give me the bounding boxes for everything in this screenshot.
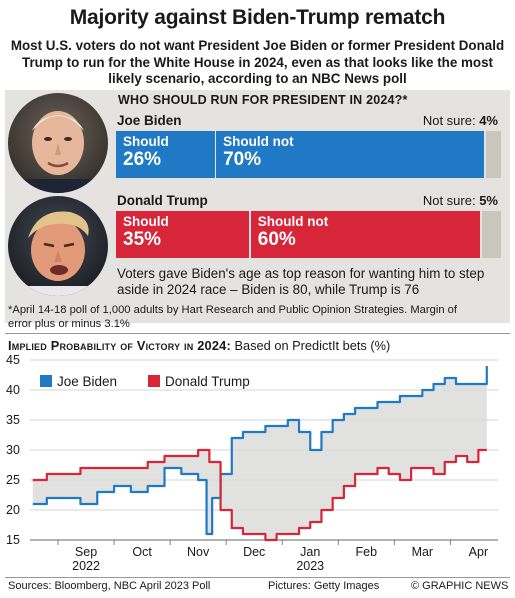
trump-should-not-segment: Should not 60% xyxy=(250,211,481,258)
joe-biden-portrait xyxy=(8,93,108,193)
poll-heading: Who Should Run for President in 2024?* xyxy=(118,93,408,107)
trump-bar: Should 35% Should not 60% xyxy=(116,211,501,258)
biden-should-not-segment: Should not 70% xyxy=(216,131,485,178)
trump-name: Donald Trump xyxy=(117,193,208,208)
x-tick-label-sep: Sep xyxy=(75,545,97,559)
biden-not-sure-segment xyxy=(485,131,501,178)
y-tick-label-20: 20 xyxy=(6,503,20,517)
biden-should-not-label: Should not xyxy=(223,134,294,149)
x-tick-label-dec: Dec xyxy=(243,545,265,559)
biden-not-sure-label: Not sure: xyxy=(422,113,476,128)
x-tick-label-jan: Jan xyxy=(300,545,320,559)
biden-name: Joe Biden xyxy=(117,113,182,128)
biden-should-value: 26% xyxy=(123,149,162,170)
y-tick-label-30: 30 xyxy=(6,443,20,457)
biden-not-sure: Not sure: 4% xyxy=(378,113,498,128)
biden-bar: Should 26% Should not 70% xyxy=(116,131,501,178)
y-tick-label-40: 40 xyxy=(6,383,20,397)
gap-shading xyxy=(32,366,487,540)
x-year-label-2022: 2022 xyxy=(72,559,100,573)
x-tick-label-mar: Mar xyxy=(412,545,434,559)
page-title: Majority against Biden-Trump rematch xyxy=(69,6,446,29)
trump-not-sure: Not sure: 5% xyxy=(378,193,498,208)
biden-should-segment: Should 26% xyxy=(116,131,215,178)
biden-not-sure-value: 4% xyxy=(479,113,498,128)
trump-should-not-label: Should not xyxy=(257,214,329,229)
series-line-joe-biden xyxy=(32,366,488,536)
x-tick-label-oct: Oct xyxy=(132,545,152,559)
y-tick-label-25: 25 xyxy=(6,473,20,487)
legend-label-donald-trump: Donald Trump xyxy=(165,374,250,389)
y-tick-label-45: 45 xyxy=(6,353,20,367)
trump-should-value: 35% xyxy=(123,229,162,250)
x-year-label-2023: 2023 xyxy=(296,559,324,573)
donald-trump-portrait xyxy=(8,196,108,296)
chart-title: Implied Probability of Victory in 2024: … xyxy=(8,338,390,353)
footer-sources: Sources: Bloomberg, NBC April 2023 Poll xyxy=(8,580,211,592)
trump-should-segment: Should 35% xyxy=(116,211,250,258)
probability-chart: 15 20 25 30 35 40 45 Sep Oct Nov Dec Jan Feb Mar Apr 20… xyxy=(6,353,498,573)
legend-label-joe-biden: Joe Biden xyxy=(57,374,117,389)
x-tick-label-nov: Nov xyxy=(187,545,210,559)
biden-should-not-value: 70% xyxy=(223,149,262,170)
chart-title-sub: Based on PredictIt bets (%) xyxy=(234,338,391,353)
trump-should-not-value: 60% xyxy=(257,229,296,250)
section-divider xyxy=(5,333,510,334)
trump-not-sure-label: Not sure: xyxy=(422,193,476,208)
legend-swatch-joe-biden xyxy=(40,375,52,387)
y-tick-label-35: 35 xyxy=(6,413,20,427)
legend-swatch-donald-trump xyxy=(148,375,160,387)
biden-should-label: Should xyxy=(123,134,169,149)
series-line-donald-trump xyxy=(32,448,487,542)
age-note: Voters gave Biden's age as top reason fo… xyxy=(117,266,485,297)
x-tick-label-feb: Feb xyxy=(356,545,378,559)
x-tick-label-apr: Apr xyxy=(469,545,488,559)
chart-title-main: Implied Probability of Victory in 2024: xyxy=(8,338,231,353)
footer-pictures: Pictures: Getty Images xyxy=(268,580,380,592)
page-subtitle: Most U.S. voters do not want President J… xyxy=(10,38,505,86)
trump-not-sure-value: 5% xyxy=(479,193,498,208)
y-tick-label-15: 15 xyxy=(6,533,20,547)
footer-credit: © GRAPHIC NEWS xyxy=(411,580,509,592)
trump-not-sure-segment xyxy=(481,211,501,258)
footer-divider xyxy=(5,577,510,578)
trump-should-label: Should xyxy=(123,214,169,229)
poll-footnote: *April 14-18 poll of 1,000 adults by Har… xyxy=(8,304,457,330)
